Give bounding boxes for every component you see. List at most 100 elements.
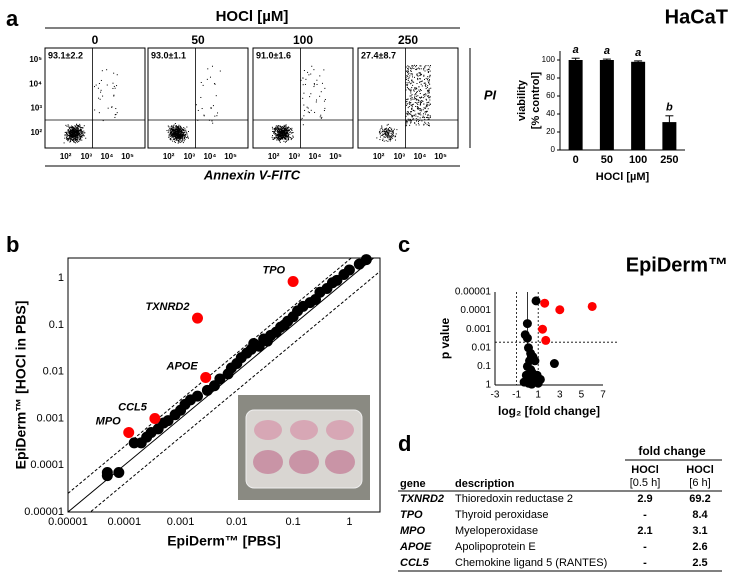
flow-dot [286,127,288,129]
point-label: TXNRD2 [145,301,189,313]
flow-dot [427,95,429,97]
flow-dot [415,124,417,126]
flow-dot [323,110,325,112]
flow-dot [427,76,429,78]
x-tick-label: 10³ [183,152,195,161]
flow-dot [290,139,292,141]
flow-dot [180,135,182,137]
point [549,359,559,369]
flow-dot [288,138,290,140]
flow-dot [280,137,282,139]
y-label: [% control] [530,71,542,129]
flow-dot [414,110,416,112]
flow-dot [80,130,82,132]
point [113,466,125,478]
flow-dot [420,109,422,111]
flow-dot [77,129,79,131]
flow-dot [75,126,77,128]
flow-dot [172,138,174,140]
flow-dot [413,81,415,83]
flow-dot [175,133,177,135]
flow-dot [186,132,188,134]
flow-dot [75,134,77,136]
flow-dot [182,132,184,134]
column-header: description [455,478,515,490]
flow-dot [420,114,422,116]
flow-dot [390,137,392,139]
flow-dot [388,131,390,133]
flow-dot [77,137,79,139]
flow-dot [420,68,422,70]
flow-dot [276,127,278,129]
flow-dot [320,117,322,119]
flow-dot [183,135,185,137]
flow-dot [278,133,280,135]
flow-dot [66,136,68,138]
flow-dot [418,78,420,80]
flow-dot [386,135,388,137]
flow-dot [82,133,84,135]
flow-dot [428,81,430,83]
point [522,333,532,343]
flow-dot [185,131,187,133]
flow-dot [83,130,85,132]
flow-dot [427,65,429,67]
flow-dot [84,132,86,134]
flow-dot [179,133,181,135]
flow-dot [66,134,68,136]
flow-dot [77,128,79,130]
flow-dot [423,123,425,125]
flow-dot [77,136,79,138]
flow-dot [421,120,423,122]
flow-dot [175,133,177,135]
flow-dot [428,97,430,99]
flow-dot [181,131,183,133]
flow-dot [175,137,177,139]
flow-dot [274,131,276,133]
flow-dot [79,129,81,131]
flow-dot [176,136,178,138]
flow-dot [308,74,310,76]
flow-dot [73,130,75,132]
x-tick-label: 7 [600,390,606,401]
flow-dot [284,129,286,131]
flow-dot [280,126,282,128]
flow-dot [409,103,411,105]
flow-dot [413,115,415,117]
flow-dot [407,72,409,74]
flow-dot [425,65,427,67]
flow-dot [417,120,419,122]
flow-dot [414,122,416,124]
flow-dot [410,95,412,97]
cell: Thioredoxin reductase 2 [455,493,573,505]
flow-dot [102,95,104,97]
flow-dot [106,84,108,86]
flow-dot [72,131,74,133]
flow-dot [66,136,68,138]
flow-dot [77,135,79,137]
flow-dot [74,129,76,131]
x-tick-label: 10³ [393,152,405,161]
cell: Myeloperoxidase [455,525,538,537]
flow-dot [405,125,407,127]
flow-dot [80,131,82,133]
flow-dot [422,113,424,115]
flow-dot [427,114,429,116]
flow-dot [408,77,410,79]
flow-dot [278,139,280,141]
flow-dot [324,107,326,109]
flow-dot [172,128,174,130]
flow-dot [168,136,170,138]
flow-dot [172,129,174,131]
flow-dot [284,133,286,135]
flow-dot [282,137,284,139]
x-tick-label: 10³ [80,152,92,161]
x-tick-label: -1 [512,390,521,401]
flow-dot [406,120,408,122]
flow-dot [75,137,77,139]
flow-dot [406,112,408,114]
flow-dot [303,70,305,72]
flow-dot [280,129,282,131]
flow-dot [69,134,71,136]
point [200,372,212,384]
